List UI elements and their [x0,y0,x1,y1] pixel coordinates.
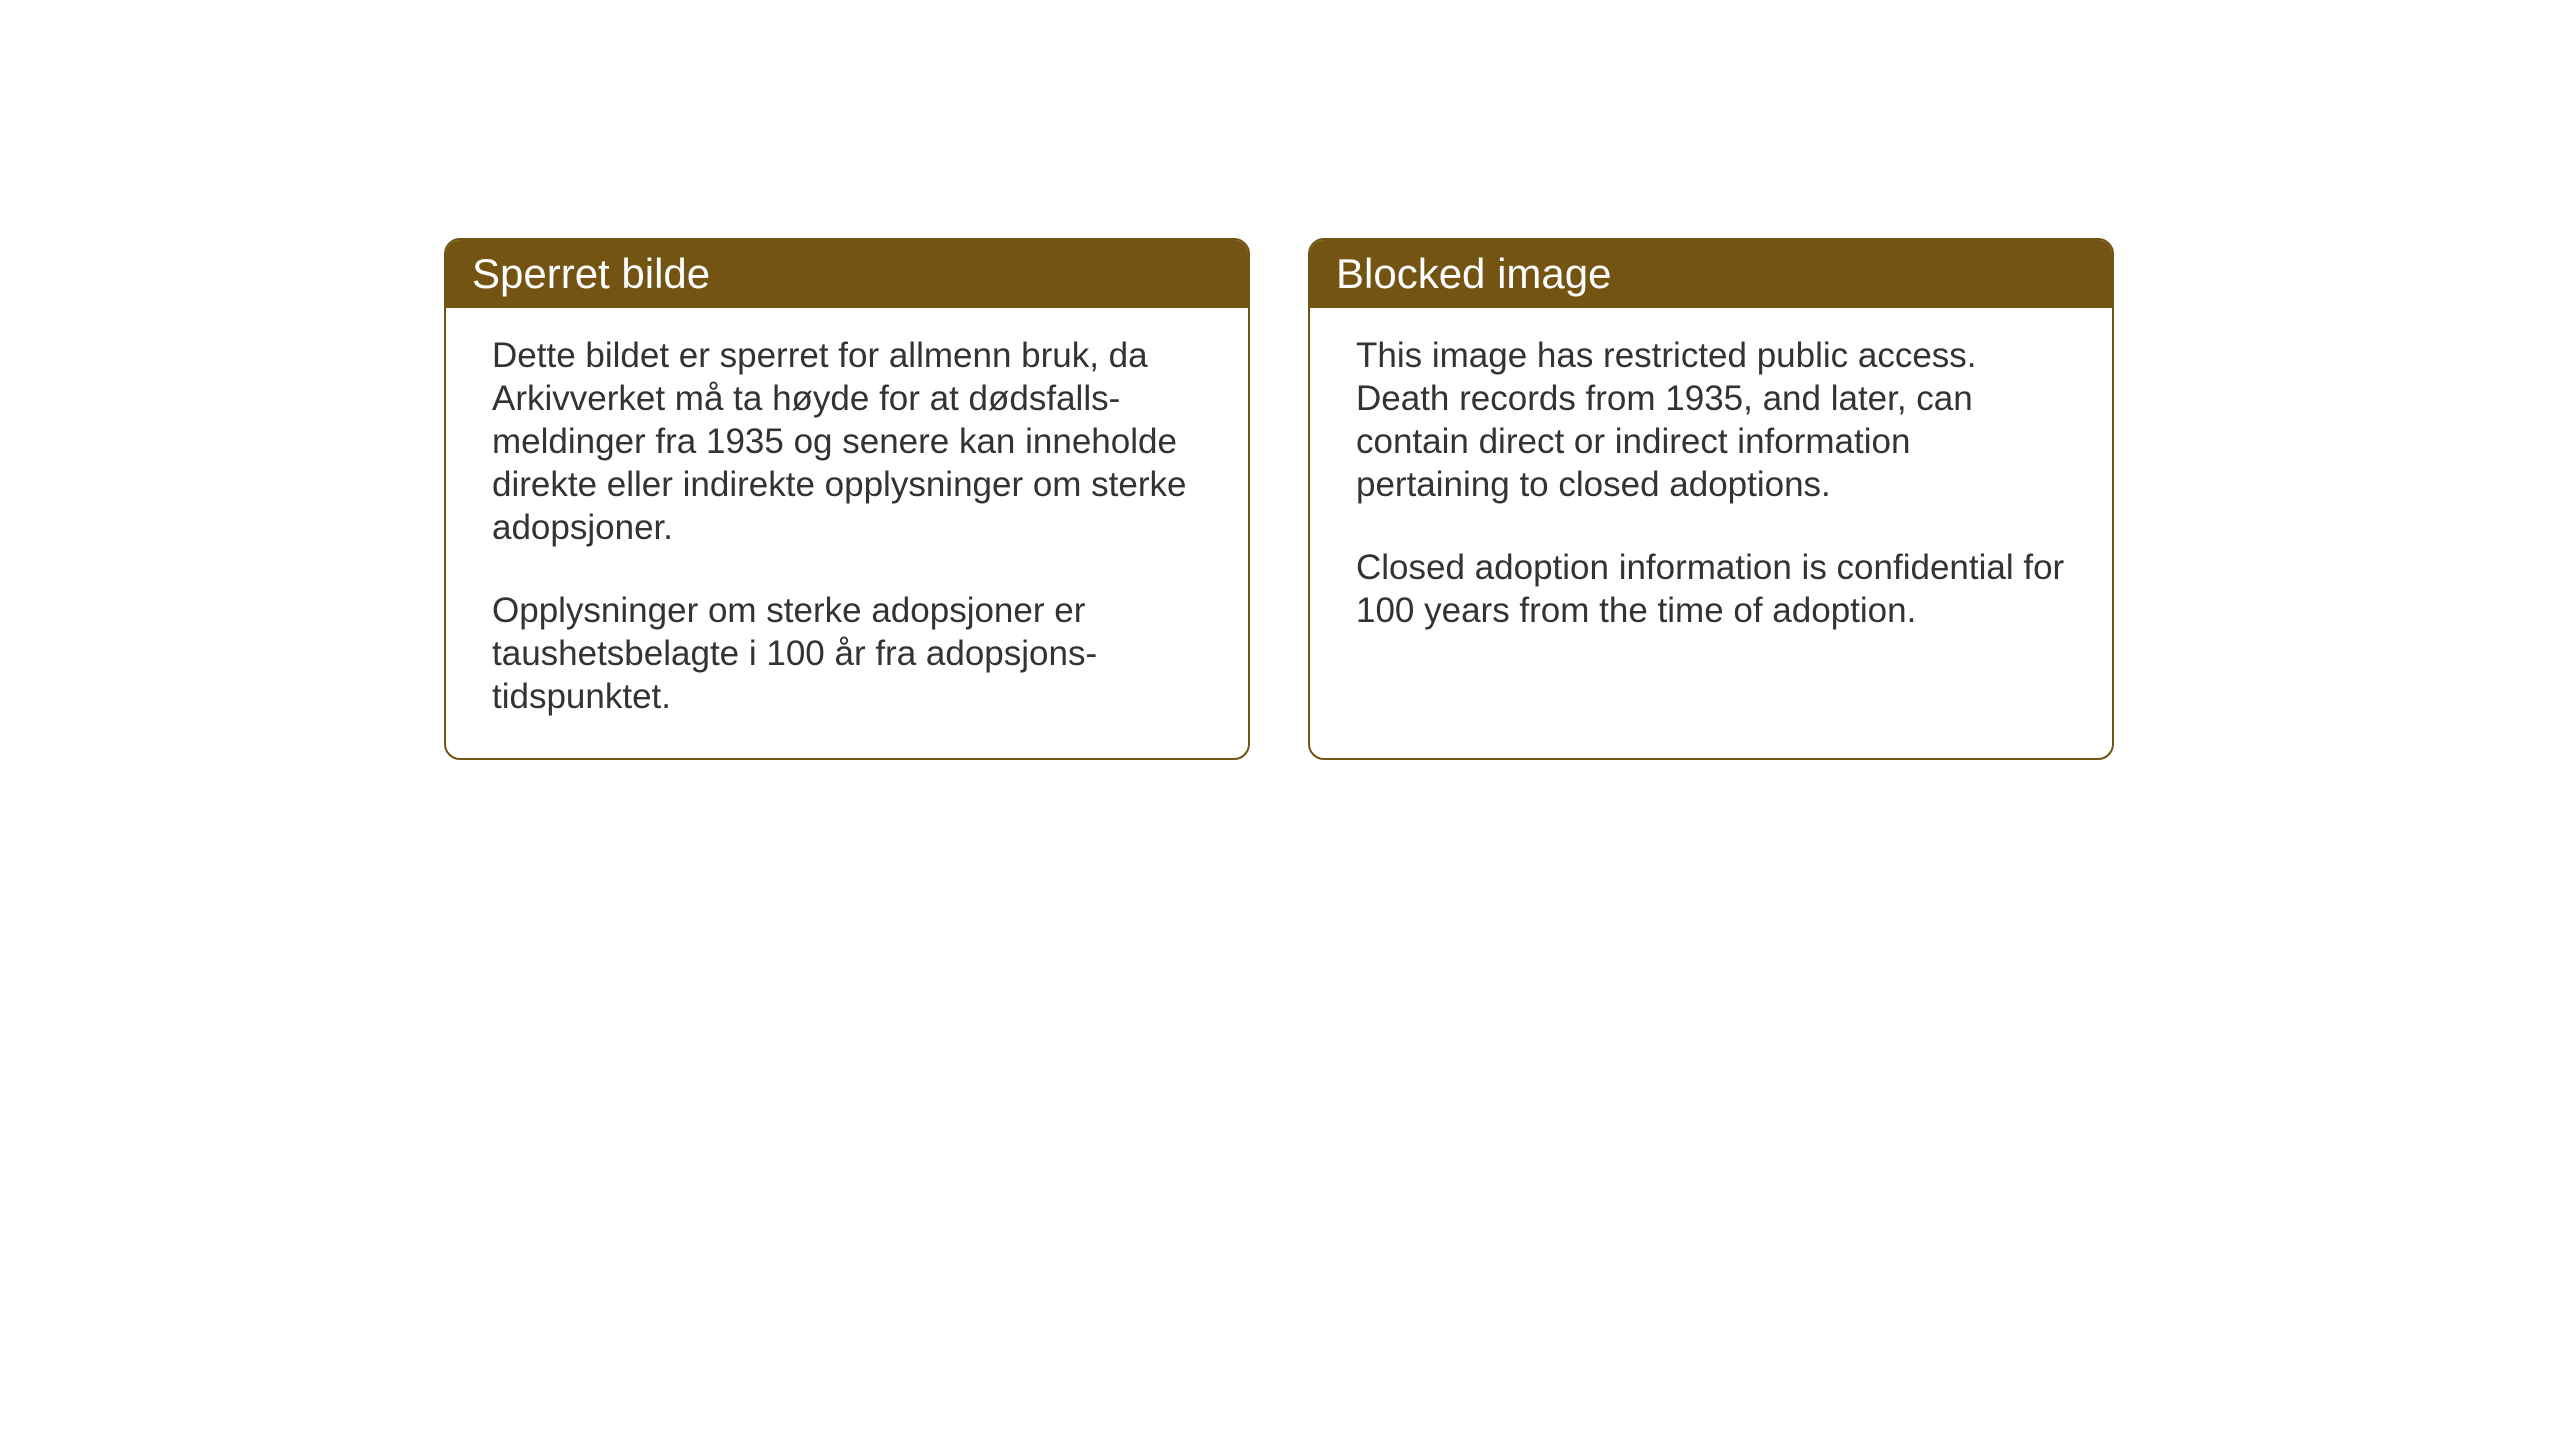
blocked-image-card-norwegian: Sperret bilde Dette bildet er sperret fo… [444,238,1250,760]
paragraph-2-norwegian: Opplysninger om sterke adopsjoner er tau… [492,589,1202,718]
paragraph-2-english: Closed adoption information is confident… [1356,546,2066,632]
paragraph-1-english: This image has restricted public access.… [1356,334,2066,506]
cards-container: Sperret bilde Dette bildet er sperret fo… [444,238,2114,760]
card-body-english: This image has restricted public access.… [1310,308,2112,672]
card-body-norwegian: Dette bildet er sperret for allmenn bruk… [446,308,1248,758]
paragraph-1-norwegian: Dette bildet er sperret for allmenn bruk… [492,334,1202,549]
card-header-norwegian: Sperret bilde [446,240,1248,308]
blocked-image-card-english: Blocked image This image has restricted … [1308,238,2114,760]
card-header-english: Blocked image [1310,240,2112,308]
